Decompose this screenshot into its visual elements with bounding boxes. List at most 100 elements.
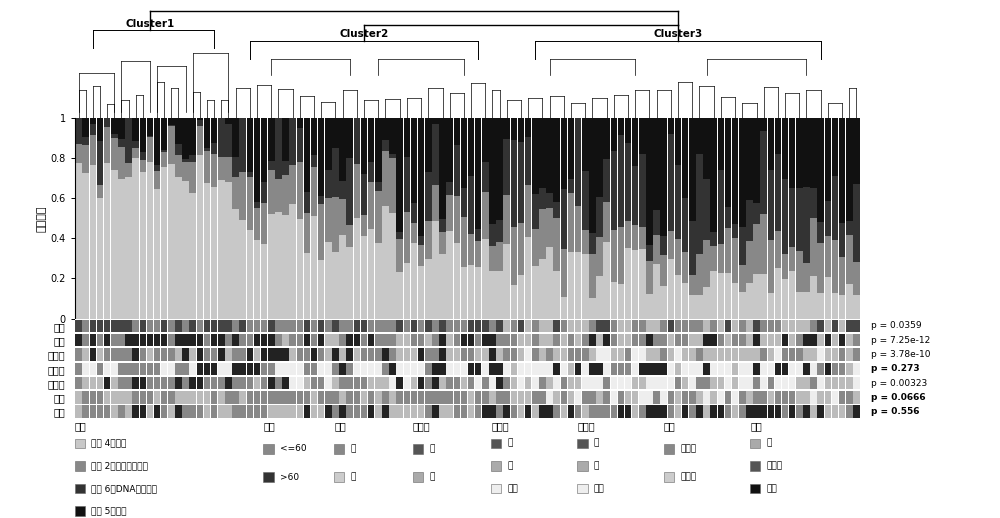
Bar — [825, 320, 831, 332]
Bar — [532, 377, 539, 390]
Bar — [810, 188, 817, 218]
Bar — [454, 118, 460, 145]
Bar — [618, 334, 624, 347]
Text: 部位: 部位 — [750, 421, 762, 430]
Bar — [810, 334, 817, 347]
Bar — [825, 236, 831, 277]
Bar — [546, 118, 553, 193]
Bar — [561, 406, 567, 418]
Bar — [232, 363, 239, 375]
Bar — [104, 118, 110, 127]
Text: p = 0.0359: p = 0.0359 — [871, 321, 921, 330]
Bar — [725, 348, 731, 361]
Bar — [482, 162, 489, 192]
Bar — [289, 118, 296, 165]
Bar — [247, 406, 253, 418]
Bar — [225, 157, 232, 182]
Bar — [446, 231, 453, 319]
Bar — [618, 377, 624, 390]
Bar — [254, 240, 260, 319]
Bar — [639, 406, 646, 418]
Bar — [689, 275, 696, 295]
Bar — [603, 406, 610, 418]
Bar — [511, 285, 517, 319]
Bar — [118, 179, 125, 319]
Bar — [368, 348, 374, 361]
Bar — [532, 363, 539, 375]
Bar — [539, 118, 546, 188]
Bar — [575, 363, 581, 375]
FancyBboxPatch shape — [334, 444, 344, 454]
Bar — [297, 391, 303, 404]
FancyBboxPatch shape — [75, 484, 85, 493]
Bar — [232, 348, 239, 361]
Bar — [639, 227, 646, 249]
Bar — [168, 124, 175, 126]
Bar — [232, 118, 239, 157]
Bar — [589, 363, 596, 375]
Bar — [418, 406, 424, 418]
Bar — [832, 334, 838, 347]
Bar — [489, 406, 496, 418]
Bar — [111, 170, 118, 319]
Text: 标签 2：腼嘧嘟脱氨酶: 标签 2：腼嘧嘟脱氨酶 — [91, 462, 148, 470]
Bar — [268, 377, 275, 390]
Bar — [261, 320, 267, 332]
Text: 饮酒史: 饮酒史 — [577, 421, 595, 430]
Bar — [675, 391, 681, 404]
Bar — [710, 377, 717, 390]
Bar — [853, 262, 860, 295]
Bar — [239, 320, 246, 332]
Bar — [775, 406, 781, 418]
Bar — [682, 334, 688, 347]
Bar — [739, 406, 746, 418]
Bar — [275, 118, 282, 179]
Bar — [782, 279, 788, 319]
Bar — [211, 391, 217, 404]
Bar — [475, 241, 481, 267]
Text: 年龄: 年龄 — [263, 421, 275, 430]
Text: 未知: 未知 — [594, 484, 605, 493]
Bar — [289, 377, 296, 390]
Bar — [318, 377, 324, 390]
Bar — [625, 118, 631, 143]
Bar — [710, 406, 717, 418]
Bar — [760, 118, 767, 131]
Bar — [454, 406, 460, 418]
Bar — [375, 191, 382, 243]
Bar — [418, 334, 424, 347]
Bar — [753, 334, 760, 347]
Bar — [375, 334, 382, 347]
Bar — [768, 320, 774, 332]
Bar — [132, 118, 139, 141]
Bar — [546, 247, 553, 319]
Bar — [625, 406, 631, 418]
Bar — [282, 320, 289, 332]
Bar — [461, 267, 467, 319]
Bar — [168, 363, 175, 375]
Bar — [725, 406, 731, 418]
Bar — [546, 406, 553, 418]
Bar — [125, 406, 132, 418]
Bar — [454, 196, 460, 242]
Bar — [682, 377, 688, 390]
Bar — [775, 154, 781, 231]
Bar — [261, 406, 267, 418]
Bar — [832, 363, 838, 375]
Bar — [97, 406, 103, 418]
Bar — [796, 406, 803, 418]
Bar — [111, 348, 118, 361]
Bar — [275, 212, 282, 319]
Bar — [389, 391, 396, 404]
Bar — [125, 177, 132, 319]
Bar — [82, 137, 89, 145]
Bar — [389, 363, 396, 375]
Bar — [646, 348, 653, 361]
Bar — [154, 189, 160, 319]
Bar — [289, 363, 296, 375]
Bar — [753, 118, 760, 203]
Bar — [104, 391, 110, 404]
Bar — [297, 363, 303, 375]
Bar — [254, 334, 260, 347]
Bar — [689, 320, 696, 332]
